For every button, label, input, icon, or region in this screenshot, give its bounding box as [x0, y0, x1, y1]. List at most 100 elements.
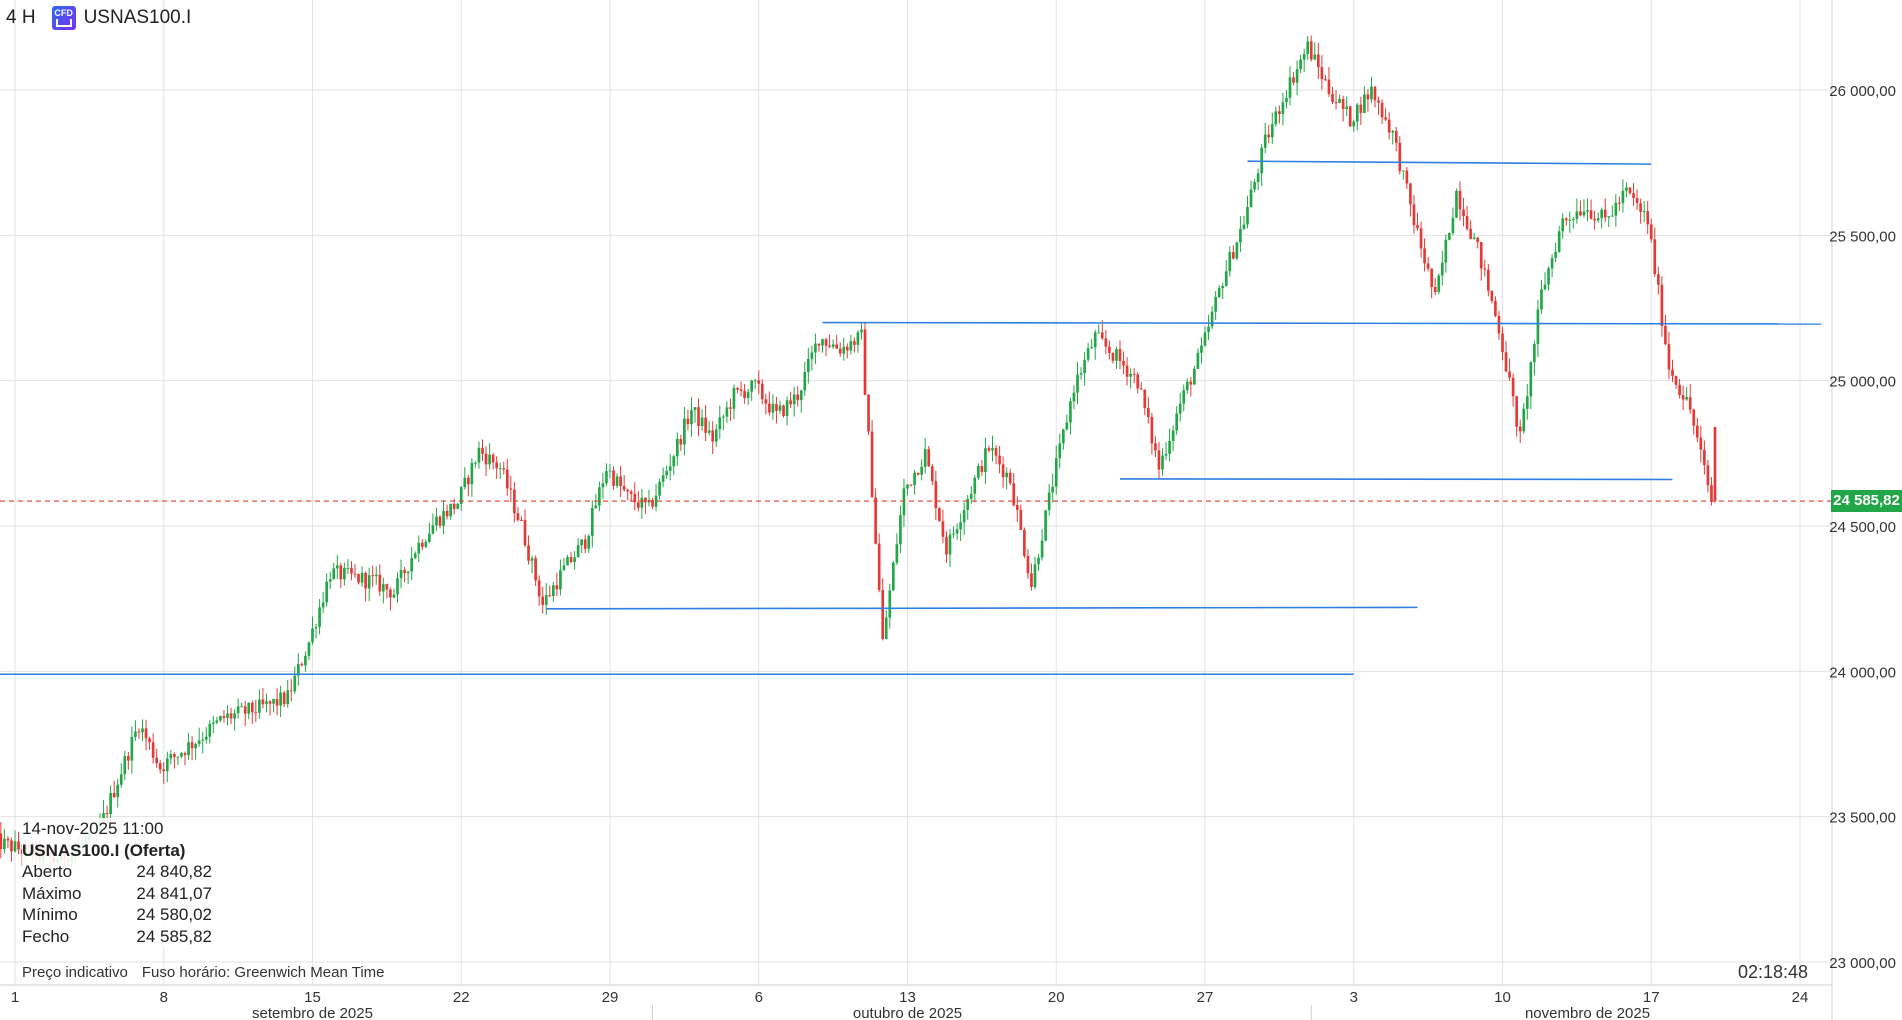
candle-body [629, 491, 633, 494]
candle-body [1494, 300, 1497, 316]
candle-body [428, 533, 431, 542]
candle-body [477, 447, 481, 463]
candle-body [6, 838, 10, 841]
candle-body [1168, 440, 1171, 454]
candle-body [1692, 409, 1696, 426]
candle-body [364, 572, 367, 589]
candle-body [1363, 94, 1366, 113]
candle-body [1143, 389, 1147, 408]
candle-body [1221, 286, 1225, 289]
candle-body [1033, 564, 1037, 587]
indicative-price-note: Preço indicativo [22, 964, 128, 981]
candle-body [686, 418, 690, 425]
x-tick-label: 3 [1350, 989, 1358, 1006]
candle-body [842, 346, 846, 354]
candle-body [190, 742, 194, 749]
candle-body [1501, 333, 1504, 353]
candle-body [1175, 413, 1178, 431]
candle-body [789, 400, 792, 405]
y-tick-label: 26 000,00 [1829, 83, 1896, 100]
candle-body [17, 841, 20, 850]
candle-body [1072, 392, 1076, 402]
candle-body [1579, 211, 1582, 216]
candle-body [817, 343, 821, 346]
candle-body [392, 594, 396, 598]
candle-body [697, 407, 700, 426]
candle-body [899, 515, 902, 545]
candle-body [1685, 397, 1688, 400]
candle-body [1557, 231, 1561, 252]
candle-body [1681, 395, 1685, 400]
candle-body [445, 510, 449, 517]
timeframe-label[interactable]: 4 H [6, 7, 36, 28]
candle-body [144, 728, 148, 739]
candle-body [1253, 181, 1256, 190]
info-label: Mínimo [22, 905, 78, 924]
candle-body [527, 545, 530, 561]
candle-body [615, 476, 619, 486]
candle-body [1405, 170, 1409, 184]
candle-body [1664, 325, 1667, 345]
candle-body [481, 447, 484, 454]
candle-body [491, 454, 495, 463]
candle-body [1189, 381, 1193, 385]
candle-body [853, 341, 856, 345]
candle-body [505, 469, 509, 489]
candle-body [343, 567, 346, 580]
candle-body [849, 341, 853, 351]
candle-body [1288, 77, 1292, 98]
candle-body [1047, 492, 1051, 511]
candle-body [516, 513, 520, 520]
candle-body [431, 525, 435, 534]
candle-body [1568, 219, 1572, 221]
candle-body [675, 438, 679, 457]
candle-body [1161, 455, 1164, 470]
candle-body [1370, 86, 1373, 100]
candle-body [1005, 472, 1008, 478]
candle-body [1667, 344, 1671, 370]
symbol-label[interactable]: USNAS100.I [83, 7, 192, 28]
x-tick-label: 17 [1643, 989, 1660, 1006]
candle-body [1030, 573, 1033, 587]
candle-body [155, 757, 158, 764]
candle-body [1200, 345, 1203, 353]
candle-body [158, 763, 162, 770]
y-tick-label: 25 000,00 [1829, 374, 1896, 391]
candle-body [658, 481, 661, 496]
candle-body [1334, 102, 1338, 104]
candle-body [102, 813, 105, 823]
candle-body [1703, 449, 1706, 466]
candle-body [0, 833, 3, 850]
candle-body [622, 486, 626, 490]
candle-body [969, 493, 973, 499]
candle-body [693, 407, 697, 411]
candle-body [987, 448, 991, 451]
candle-body [559, 570, 562, 590]
cfd-icon: CFD [51, 6, 76, 30]
candle-body [562, 565, 566, 571]
candle-body [194, 743, 197, 749]
candle-body [1589, 210, 1593, 219]
candle-body [1603, 209, 1607, 218]
candle-body [1051, 486, 1055, 493]
candle-body [1618, 202, 1621, 204]
candle-body [265, 701, 268, 705]
candle-body [1451, 217, 1455, 234]
candle-body [240, 706, 243, 708]
candle-body [860, 329, 863, 333]
candle-body [1561, 218, 1565, 232]
candle-body [1678, 384, 1681, 396]
candle-body [1525, 396, 1529, 409]
candle-body [1249, 189, 1253, 207]
candle-body [895, 544, 899, 563]
candle-body [396, 578, 399, 595]
candle-body [1426, 263, 1430, 269]
candle-body [1547, 268, 1550, 285]
candle-body [732, 387, 736, 409]
candle-body [176, 756, 180, 758]
candle-body [523, 520, 527, 546]
candle-body [378, 574, 382, 592]
candle-body [1465, 216, 1469, 229]
candle-body [792, 394, 796, 405]
